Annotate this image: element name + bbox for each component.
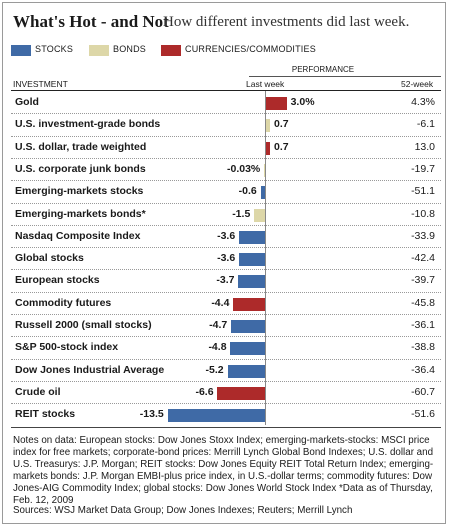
header-rule	[11, 90, 441, 91]
bar-gold	[265, 97, 287, 110]
row-label-u-s-dollar-trade-weighted: U.S. dollar, trade weighted	[15, 140, 147, 153]
week52-value-global-stocks: -42.4	[411, 252, 435, 265]
row-divider	[11, 135, 441, 137]
legend-label-bonds: BONDS	[113, 44, 147, 54]
week52-column-header: 52-week	[401, 79, 434, 89]
bar-reit-stocks	[167, 409, 265, 423]
sources-text: Sources: WSJ Market Data Group; Dow Jone…	[13, 505, 353, 516]
row-label-s-p-500-stock-index: S&P 500-stock index	[15, 341, 119, 354]
week52-value-emerging-markets-stocks: -51.1	[411, 185, 435, 198]
bar-emerging-markets-stocks	[260, 186, 265, 200]
chart-title: What's Hot - and Not	[13, 12, 169, 31]
performance-header-rule	[249, 76, 441, 77]
row-label-u-s-investment-grade-bonds: U.S. investment-grade bonds	[15, 118, 161, 131]
week52-value-commodity-futures: -45.8	[411, 296, 435, 309]
chart-subtitle: How different investments did last week.	[163, 14, 410, 30]
zero-axis-line	[265, 91, 266, 425]
week52-value-u-s-investment-grade-bonds: -6.1	[416, 118, 435, 131]
legend-swatch-stocks	[11, 45, 31, 56]
week52-value-s-p-500-stock-index: -38.8	[411, 341, 435, 354]
bar-russell-2000-small-stocks	[231, 320, 265, 333]
row-label-emerging-markets-bonds: Emerging-markets bonds*	[15, 207, 146, 220]
row-divider	[11, 403, 441, 405]
week52-value-crude-oil: -60.7	[411, 385, 435, 398]
row-label-commodity-futures: Commodity futures	[15, 296, 112, 309]
row-divider	[11, 291, 441, 293]
notes-text: Notes on data: European stocks: Dow Jone…	[13, 435, 434, 506]
row-divider	[11, 202, 441, 204]
value-label-crude-oil: -6.6	[195, 385, 214, 398]
value-label-global-stocks: -3.6	[217, 252, 236, 265]
chart-frame: What's Hot - and Not How different inves…	[2, 2, 446, 524]
value-label-commodity-futures: -4.4	[211, 296, 230, 309]
bar-commodity-futures	[233, 297, 265, 311]
row-divider	[11, 314, 441, 315]
bar-s-p-500-stock-index	[230, 342, 265, 356]
bar-emerging-markets-bonds	[254, 208, 265, 222]
row-label-reit-stocks: REIT stocks	[15, 408, 76, 421]
value-label-gold: 3.0%	[290, 96, 315, 108]
value-label-u-s-dollar-trade-weighted: 0.7	[274, 140, 289, 153]
row-label-global-stocks: Global stocks	[15, 252, 84, 265]
bar-u-s-corporate-junk-bonds	[264, 163, 265, 177]
week52-value-russell-2000-small-stocks: -36.1	[411, 319, 435, 331]
legend-swatch-bonds	[89, 45, 109, 56]
row-label-emerging-markets-stocks: Emerging-markets stocks	[15, 185, 144, 198]
week52-value-u-s-corporate-junk-bonds: -19.7	[411, 162, 435, 175]
investment-column-header: INVESTMENT	[13, 79, 68, 89]
value-label-european-stocks: -3.7	[216, 274, 235, 287]
bar-u-s-investment-grade-bonds	[265, 119, 271, 133]
row-divider	[11, 358, 441, 360]
row-divider	[11, 224, 441, 226]
bar-global-stocks	[239, 253, 265, 267]
row-label-european-stocks: European stocks	[15, 274, 100, 287]
value-label-nasdaq-composite-index: -3.6	[217, 229, 236, 242]
week52-value-gold: 4.3%	[411, 96, 435, 108]
bar-u-s-dollar-trade-weighted	[265, 141, 271, 155]
value-label-russell-2000-small-stocks: -4.7	[209, 319, 228, 331]
row-divider	[11, 180, 441, 182]
row-divider	[11, 336, 441, 338]
value-label-dow-jones-industrial-average: -5.2	[205, 363, 224, 376]
value-label-emerging-markets-stocks: -0.6	[238, 185, 257, 198]
value-label-u-s-investment-grade-bonds: 0.7	[274, 118, 289, 131]
row-divider	[11, 380, 441, 382]
value-label-reit-stocks: -13.5	[139, 408, 164, 421]
row-divider	[11, 269, 441, 271]
legend-swatch-currencies-commodities	[161, 45, 181, 56]
row-label-dow-jones-industrial-average: Dow Jones Industrial Average	[15, 363, 165, 376]
week52-value-nasdaq-composite-index: -33.9	[411, 229, 435, 242]
bar-european-stocks	[238, 275, 265, 289]
performance-header: PERFORMANCE	[291, 65, 355, 74]
legend-label-currencies-commodities: CURRENCIES/COMMODITIES	[185, 44, 316, 54]
bar-crude-oil	[217, 386, 265, 400]
value-label-u-s-corporate-junk-bonds: -0.03%	[227, 162, 261, 175]
legend-label-stocks: STOCKS	[35, 44, 74, 54]
week52-value-dow-jones-industrial-average: -36.4	[411, 363, 435, 376]
week52-value-emerging-markets-bonds: -10.8	[411, 207, 435, 220]
week52-value-reit-stocks: -51.6	[411, 408, 435, 421]
last-week-column-header: Last week	[246, 79, 285, 89]
row-label-russell-2000-small-stocks: Russell 2000 (small stocks)	[15, 319, 152, 331]
table-bottom-rule	[11, 426, 441, 428]
row-divider	[11, 113, 441, 115]
row-label-gold: Gold	[15, 96, 39, 108]
row-label-u-s-corporate-junk-bonds: U.S. corporate junk bonds	[15, 162, 146, 175]
value-label-s-p-500-stock-index: -4.8	[208, 341, 227, 354]
row-divider	[11, 157, 441, 159]
row-label-crude-oil: Crude oil	[15, 385, 61, 398]
week52-value-u-s-dollar-trade-weighted: 13.0	[414, 140, 435, 153]
row-label-nasdaq-composite-index: Nasdaq Composite Index	[15, 229, 141, 242]
week52-value-european-stocks: -39.7	[411, 274, 435, 287]
bar-nasdaq-composite-index	[239, 230, 265, 244]
bar-dow-jones-industrial-average	[227, 364, 265, 378]
value-label-emerging-markets-bonds: -1.5	[232, 207, 251, 220]
row-divider	[11, 247, 441, 249]
